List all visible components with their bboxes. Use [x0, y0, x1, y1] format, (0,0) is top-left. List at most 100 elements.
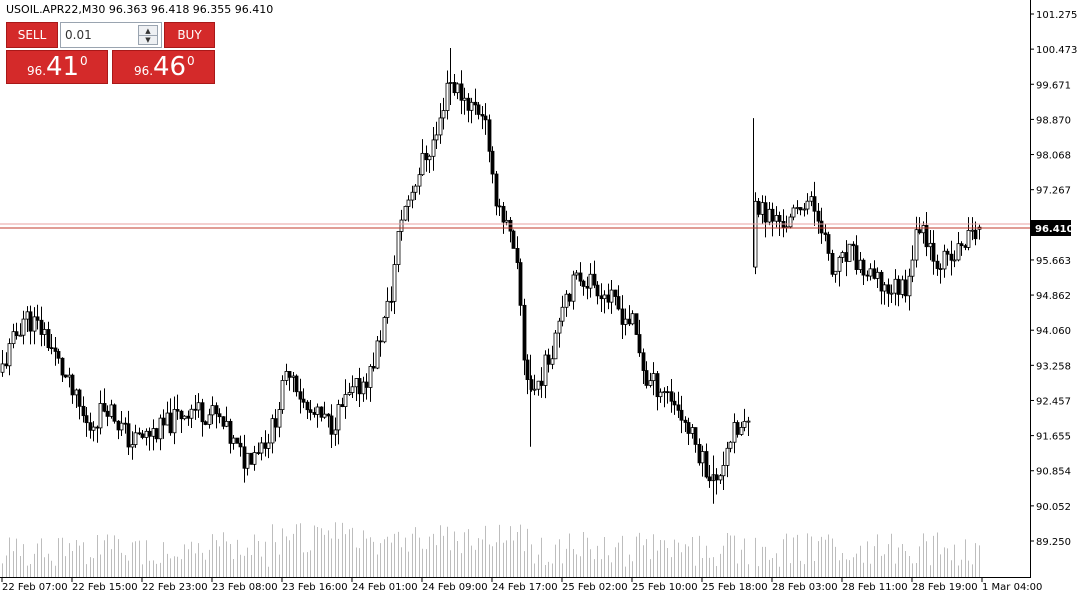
bull-candle-body: [725, 447, 730, 466]
bear-candle-body: [84, 415, 89, 424]
bear-candle-body: [872, 268, 877, 279]
spin-down-icon[interactable]: ▼: [145, 35, 151, 44]
bear-candle-body: [546, 354, 551, 365]
price-axis: 101.275 100.473 99.671 98.870 98.068 97.267 96…: [1030, 10, 1077, 548]
bear-candle-body: [70, 374, 75, 396]
bull-candle-body: [921, 225, 926, 234]
bear-candle-body: [679, 409, 684, 421]
bull-candle-body: [280, 380, 285, 410]
bear-candle-body: [238, 442, 243, 448]
buy-price-prefix: 96.: [134, 64, 154, 78]
bull-candle-body: [942, 250, 947, 270]
time-tick-label: 25 Feb 10:00: [632, 582, 698, 593]
bull-candle-body: [438, 117, 443, 136]
bull-candle-body: [431, 139, 436, 157]
bull-candle-body: [609, 289, 614, 303]
time-tick-label: 24 Feb 01:00: [352, 582, 418, 593]
bull-candle-body: [718, 475, 723, 481]
buy-button[interactable]: BUY: [164, 22, 215, 48]
bear-candle-body: [378, 340, 383, 343]
bull-candle-body: [889, 292, 894, 295]
bull-candle-body: [333, 429, 338, 435]
bear-candle-body: [168, 412, 173, 434]
price-tick-label: 90.052: [1036, 502, 1071, 513]
bear-candle-body: [46, 329, 51, 349]
bull-candle-body: [536, 380, 541, 390]
sell-price-point: 0: [80, 54, 88, 68]
bull-candle-body: [368, 366, 373, 388]
lot-size-input[interactable]: [63, 25, 139, 45]
bear-candle-body: [242, 446, 247, 469]
bear-candle-body: [756, 200, 761, 215]
bull-candle-body: [427, 155, 432, 161]
bull-candle-body: [172, 409, 177, 434]
bull-candle-body: [574, 272, 579, 276]
bear-candle-body: [305, 401, 310, 411]
bull-candle-body: [32, 316, 37, 332]
bull-candle-body: [700, 451, 705, 464]
bull-candle-body: [571, 274, 576, 302]
bear-candle-body: [140, 433, 145, 438]
bear-candle-body: [263, 442, 268, 449]
bear-candle-body: [518, 262, 523, 306]
bear-candle-body: [389, 300, 394, 303]
bear-candle-body: [886, 284, 891, 294]
bear-candle-body: [851, 243, 856, 247]
bull-candle-body: [42, 329, 47, 335]
bull-candle-body: [560, 306, 565, 322]
bull-candle-body: [207, 414, 212, 425]
bear-candle-body: [147, 430, 152, 437]
bear-candle-body: [938, 268, 943, 270]
bull-candle-body: [158, 417, 163, 440]
bull-candle-body: [966, 230, 971, 248]
time-axis: 22 Feb 07:00 22 Feb 15:00 22 Feb 23:00 23 F…: [1, 577, 1042, 593]
bull-candle-body: [746, 420, 751, 423]
time-tick-label: 23 Feb 08:00: [212, 582, 278, 593]
bull-candle-body: [753, 200, 758, 268]
time-tick-label: 28 Feb 11:00: [842, 582, 908, 593]
bull-candle-body: [462, 97, 467, 101]
price-tick-label: 98.068: [1036, 151, 1071, 162]
bull-candle-body: [182, 415, 187, 420]
bear-candle-body: [340, 404, 345, 407]
bull-candle-body: [662, 391, 667, 394]
bull-candle-body: [270, 418, 275, 444]
bear-candle-body: [945, 250, 950, 255]
bear-candle-body: [81, 405, 86, 417]
bull-candle-body: [833, 270, 838, 275]
bear-candle-body: [735, 422, 740, 435]
bear-candle-body: [637, 334, 642, 354]
price-tick-label: 99.671: [1036, 80, 1071, 91]
bear-candle-body: [357, 378, 362, 395]
time-tick-label: 24 Feb 09:00: [422, 582, 488, 593]
bull-candle-body: [469, 101, 474, 111]
price-tick-label: 94.060: [1036, 326, 1071, 337]
time-tick-label: 25 Feb 02:00: [562, 582, 628, 593]
bear-candle-body: [823, 232, 828, 235]
bull-candle-body: [928, 242, 933, 248]
bear-candle-body: [616, 296, 621, 310]
bear-candle-body: [487, 119, 492, 152]
time-tick-label: 22 Feb 15:00: [72, 582, 138, 593]
bull-candle-body: [417, 174, 422, 187]
bull-candle-body: [403, 206, 408, 221]
bull-candle-body: [259, 442, 264, 454]
bull-candle-body: [952, 259, 957, 262]
bear-candle-body: [525, 359, 530, 380]
bear-candle-body: [273, 418, 278, 428]
bear-candle-body: [77, 389, 82, 407]
bear-candle-body: [599, 295, 604, 300]
buy-price-button[interactable]: 96. 46 0: [112, 50, 215, 84]
bull-candle-body: [875, 271, 880, 279]
bear-candle-body: [193, 408, 198, 411]
sell-price-button[interactable]: 96. 41 0: [6, 50, 108, 84]
bull-candle-body: [721, 464, 726, 477]
bull-candle-body: [196, 402, 201, 411]
spin-up-icon[interactable]: ▲: [139, 26, 157, 36]
sell-button[interactable]: SELL: [6, 22, 58, 48]
bull-candle-body: [445, 82, 450, 111]
price-tick-label: 91.655: [1036, 432, 1071, 443]
bear-candle-body: [28, 311, 33, 332]
bull-candle-body: [728, 441, 733, 449]
